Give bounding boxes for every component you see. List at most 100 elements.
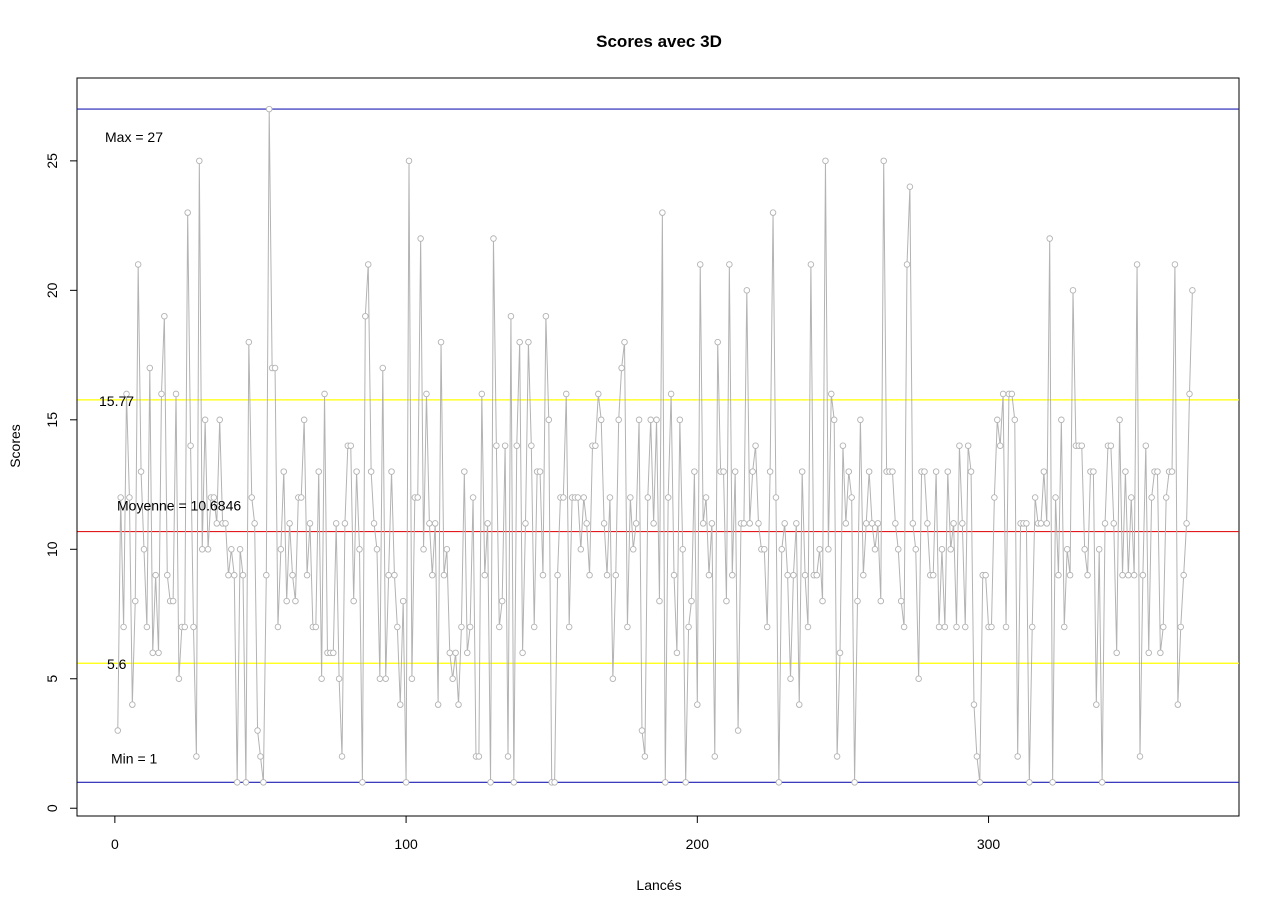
data-point [391,571,398,579]
data-point [743,287,751,294]
data-point [461,468,468,475]
data-point [801,571,809,579]
data-point [685,623,692,631]
data-point [423,390,430,398]
data-point [615,416,622,424]
data-point [335,675,343,683]
data-point [769,209,777,216]
data-point [289,571,296,579]
data-point [953,623,960,631]
data-point [956,442,963,449]
data-point [466,623,474,631]
data-point [399,597,407,605]
data-point [1063,546,1071,553]
data-point [362,312,369,320]
data-point [516,338,523,346]
data-point [455,701,462,708]
data-point [181,623,188,631]
data-point [1162,494,1170,501]
data-point [251,520,258,527]
data-point [1186,390,1193,398]
data-point [924,520,931,527]
data-point [1142,442,1150,449]
data-point [781,520,788,527]
data-point [542,312,550,320]
data-point [265,105,273,113]
data-point [830,416,838,424]
data-point [330,649,337,657]
data-point [140,546,148,553]
data-point [711,753,719,760]
data-point [906,183,914,191]
data-point [201,416,209,424]
data-point [248,494,255,501]
data-point [621,338,628,346]
data-point [175,675,183,683]
data-point [1014,753,1021,760]
data-point [298,494,305,501]
data-point [420,546,427,553]
data-point [892,520,899,527]
data-point [796,701,803,708]
data-point [487,779,494,786]
y-tick-label: 10 [44,541,60,557]
data-point [778,546,786,553]
data-point [1168,468,1176,475]
data-point [513,442,521,449]
data-point [1145,649,1152,657]
data-point [988,623,995,631]
data-point [1052,494,1059,501]
data-point [306,520,314,527]
data-point [1119,571,1126,579]
data-point [443,546,451,553]
data-point [1061,623,1068,631]
data-point [994,416,1001,424]
data-point [603,571,611,579]
data-point [813,571,820,579]
data-point [609,675,617,683]
data-point [210,494,218,501]
data-point [376,675,384,683]
data-point [271,364,279,372]
data-point [204,546,212,553]
data-point [1177,623,1184,631]
data-point [976,779,984,786]
data-point [784,571,791,579]
data-point [714,338,721,346]
data-point [1101,520,1109,527]
data-point [510,779,518,786]
data-point [935,623,943,631]
data-point [630,546,637,553]
data-point [414,494,421,501]
data-point [464,649,471,657]
data-point [359,779,366,786]
data-point [950,520,957,527]
data-point [868,520,876,527]
data-point [900,623,908,631]
data-point [286,520,293,527]
data-point [172,390,180,398]
data-point [1058,416,1065,424]
data-point [198,546,206,553]
data-point [618,364,625,372]
x-tick-label: 0 [111,836,119,852]
data-point [964,442,972,449]
data-point [638,727,646,734]
data-point [158,390,165,398]
data-point [370,520,378,527]
data-point [347,442,355,449]
data-point [895,546,902,553]
data-point [662,779,669,786]
data-point [1055,571,1062,579]
y-tick-label: 20 [44,282,60,298]
data-point [1011,416,1019,424]
data-point [245,338,253,346]
data-point [1098,779,1106,786]
data-point [440,571,448,579]
y-tick-label: 15 [44,412,60,428]
data-point [458,623,465,631]
reference-line-label: Moyenne = 10.6846 [117,498,241,514]
data-point [367,468,375,475]
data-point [804,623,812,631]
data-point [833,753,841,760]
